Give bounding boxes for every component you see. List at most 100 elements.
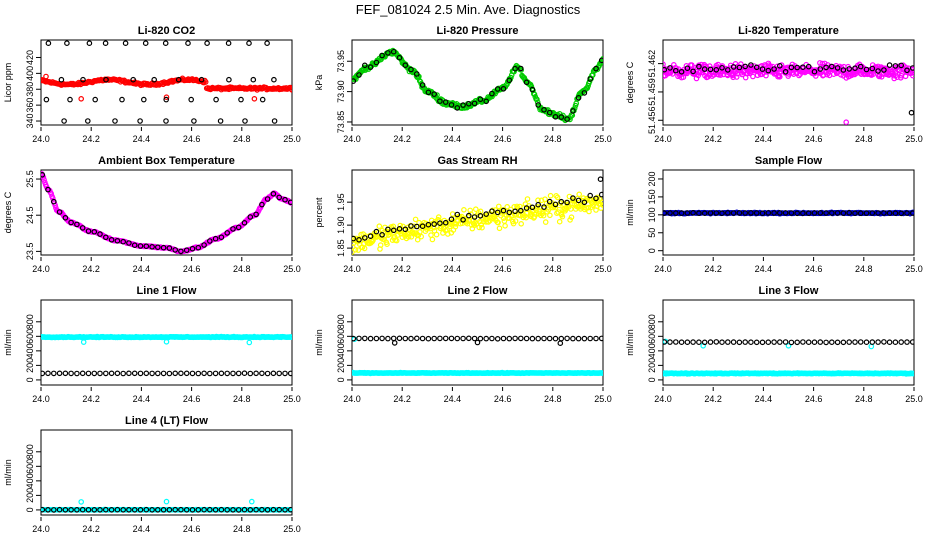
data-point	[377, 242, 384, 248]
x-axis: 24.0 24.2 24.4 24.6 24.8 25.0	[32, 387, 301, 404]
data-point	[860, 65, 867, 71]
data-point	[771, 210, 777, 216]
data-points	[352, 47, 603, 124]
data-point	[45, 40, 52, 47]
data-point	[817, 210, 824, 216]
y-tick-label: 51.459	[647, 78, 657, 106]
data-point	[800, 339, 806, 345]
data-point	[452, 223, 459, 230]
data-point	[411, 223, 418, 230]
data-point	[494, 335, 501, 342]
data-point	[467, 207, 474, 214]
y-tick-label: 0	[336, 377, 346, 382]
y-tick-label: 420	[25, 50, 35, 65]
y-tick-label: 600	[647, 329, 657, 344]
data-point	[204, 40, 210, 47]
data-point	[413, 335, 420, 342]
data-point	[805, 210, 812, 217]
data-point	[264, 196, 271, 202]
data-point	[730, 210, 737, 216]
x-tick-label: 24.0	[343, 264, 361, 274]
data-point	[352, 247, 359, 253]
data-point	[448, 335, 455, 342]
data-point	[276, 194, 283, 201]
data-point	[391, 340, 398, 346]
data-point	[288, 86, 292, 92]
data-point	[201, 506, 207, 513]
data-point	[696, 339, 702, 346]
data-point	[352, 335, 357, 342]
data-point	[868, 343, 875, 350]
data-point	[479, 224, 485, 231]
data-point	[736, 64, 743, 71]
data-point	[500, 86, 507, 92]
data-point	[870, 71, 877, 78]
data-points	[41, 170, 292, 255]
data-point	[149, 370, 155, 377]
data-point	[576, 191, 583, 198]
y-axis: 23.5 24.5 25.5	[25, 170, 41, 260]
data-point	[361, 335, 368, 342]
x-axis: 24.0 24.2 24.4 24.6 24.8 25.0	[654, 257, 923, 274]
data-point	[126, 506, 132, 513]
data-point	[367, 233, 374, 240]
data-point	[155, 244, 161, 251]
data-point	[483, 98, 490, 105]
data-point	[120, 370, 127, 377]
data-point	[552, 201, 559, 208]
data-point	[62, 215, 69, 221]
x-tick-label: 24.2	[393, 394, 411, 404]
data-point	[465, 335, 472, 342]
data-point	[103, 76, 109, 83]
data-point	[724, 210, 731, 216]
data-point	[909, 210, 914, 216]
data-point	[875, 210, 881, 216]
data-point	[753, 64, 760, 71]
data-point	[523, 335, 530, 342]
data-point	[748, 339, 754, 346]
data-point	[811, 339, 818, 346]
data-point	[598, 57, 603, 64]
data-points	[41, 40, 292, 124]
series-fine	[41, 333, 292, 346]
data-point	[131, 242, 138, 249]
data-point	[911, 370, 914, 377]
data-point	[696, 63, 702, 70]
data-point	[397, 222, 404, 229]
data-point	[408, 335, 414, 342]
data-point	[494, 86, 501, 92]
data-point	[412, 216, 419, 223]
y-tick-label: 0	[25, 377, 35, 382]
data-point	[863, 339, 870, 346]
data-point	[512, 208, 518, 215]
data-point	[541, 335, 547, 342]
x-tick-label: 24.0	[654, 394, 672, 404]
data-point	[41, 506, 46, 513]
data-point	[541, 107, 547, 113]
data-point	[909, 65, 914, 71]
data-point	[817, 66, 824, 72]
series-avg	[41, 172, 292, 255]
data-point	[282, 196, 288, 203]
data-point	[183, 370, 190, 377]
data-point	[402, 226, 409, 233]
data-point	[667, 339, 673, 345]
data-point	[230, 370, 236, 377]
data-point	[92, 96, 99, 103]
data-point	[581, 90, 588, 96]
data-point	[794, 210, 801, 217]
y-tick-label: 1.85	[336, 239, 346, 257]
x-axis: 24.0 24.2 24.4 24.6 24.8 25.0	[32, 127, 301, 144]
data-point	[218, 370, 225, 377]
data-point	[402, 62, 409, 68]
data-point	[533, 211, 539, 218]
data-point	[881, 210, 887, 216]
data-point	[64, 40, 70, 47]
data-point	[271, 118, 278, 124]
data-point	[586, 208, 592, 215]
data-point	[131, 506, 138, 513]
x-tick-label: 25.0	[283, 524, 301, 534]
data-point	[684, 339, 691, 346]
data-point	[195, 244, 202, 251]
